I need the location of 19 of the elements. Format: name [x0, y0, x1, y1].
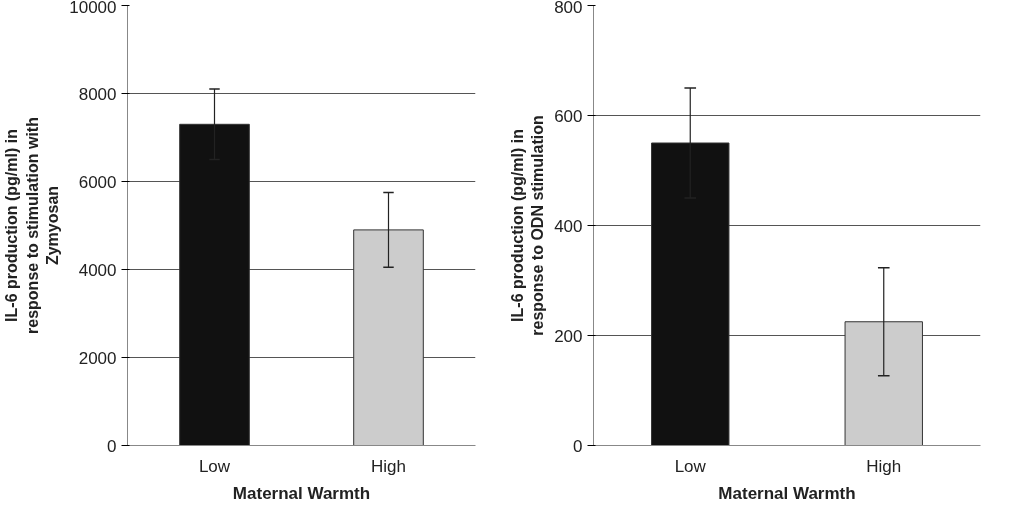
y-tick-label: 2000 [78, 348, 117, 368]
y-axis-title: IL-6 production (pg/ml) in response to ODN stimulation [508, 115, 547, 336]
x-tick-label: High [371, 456, 406, 476]
x-tick-label: High [866, 456, 902, 476]
y-tick-label: 400 [554, 216, 583, 236]
y-tick-label: 0 [107, 436, 117, 456]
x-tick-label: Low [198, 456, 231, 476]
y-tick-label: 8000 [78, 84, 117, 104]
y-tick-label: 0 [573, 436, 583, 456]
y-tick-label: 200 [554, 326, 583, 346]
y-tick-label: 600 [554, 106, 583, 126]
y-axis-title: IL-6 production (pg/ml) in response to stimulation with Zymyosan [3, 117, 62, 334]
y-tick-label: 4000 [78, 260, 117, 280]
y-tick-label: 800 [554, 0, 583, 17]
x-axis-title: Maternal Warmth [718, 483, 856, 503]
x-tick-label: Low [674, 456, 707, 476]
x-axis-title: Maternal Warmth [232, 483, 371, 503]
y-tick-label: 10000 [69, 0, 117, 17]
y-tick-label: 6000 [78, 172, 117, 192]
